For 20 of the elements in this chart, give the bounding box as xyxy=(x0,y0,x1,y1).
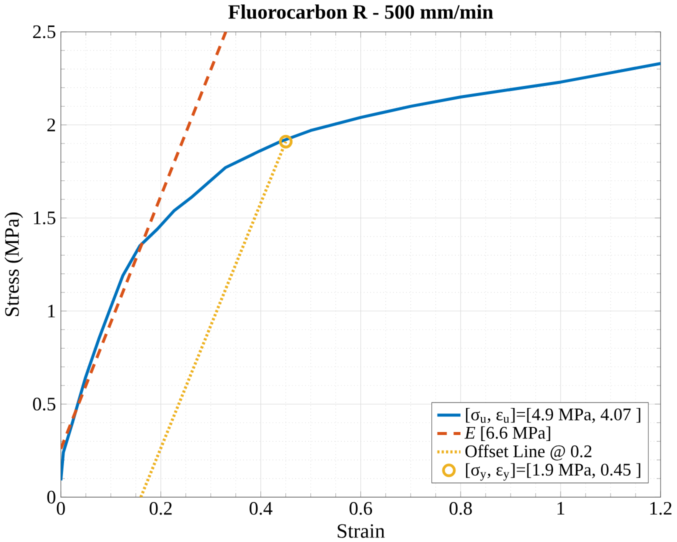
y-tick-label: 1.5 xyxy=(34,211,56,224)
x-tick-label: 1.2 xyxy=(650,502,672,515)
legend-label: [σ$_{u}$, ε$_{u}$]=[4.9 MPa, 4.07 ] xyxy=(466,408,640,423)
x-tick-label: 0.4 xyxy=(250,502,272,515)
chart-title: Fluorocarbon R - 500 mm/min xyxy=(228,4,494,19)
legend-label: Offset Line @ 0.2 xyxy=(465,444,592,460)
y-tick-label: 0.5 xyxy=(33,397,56,410)
y-tick-label: 2.5 xyxy=(33,25,56,38)
x-tick-label: 0.2 xyxy=(150,502,172,515)
x-tick-label: 0.6 xyxy=(350,502,372,515)
x-axis-title: Strain xyxy=(338,524,385,538)
y-tick-label: 2 xyxy=(47,118,56,132)
legend-label: [σ$_{y}$, ε$_{y}$]=[1.9 MPa, 0.45 ] xyxy=(466,463,640,480)
legend-label: E [6.6 MPa] xyxy=(464,426,550,441)
y-tick-label: 1 xyxy=(48,304,55,318)
x-tick-label: 1 xyxy=(558,502,564,514)
y-axis-title: Stress (MPa) xyxy=(4,212,23,316)
x-tick-label: 0.8 xyxy=(450,502,472,515)
y-tick-label: 0 xyxy=(47,490,56,504)
x-tick-label: 0 xyxy=(56,502,65,515)
